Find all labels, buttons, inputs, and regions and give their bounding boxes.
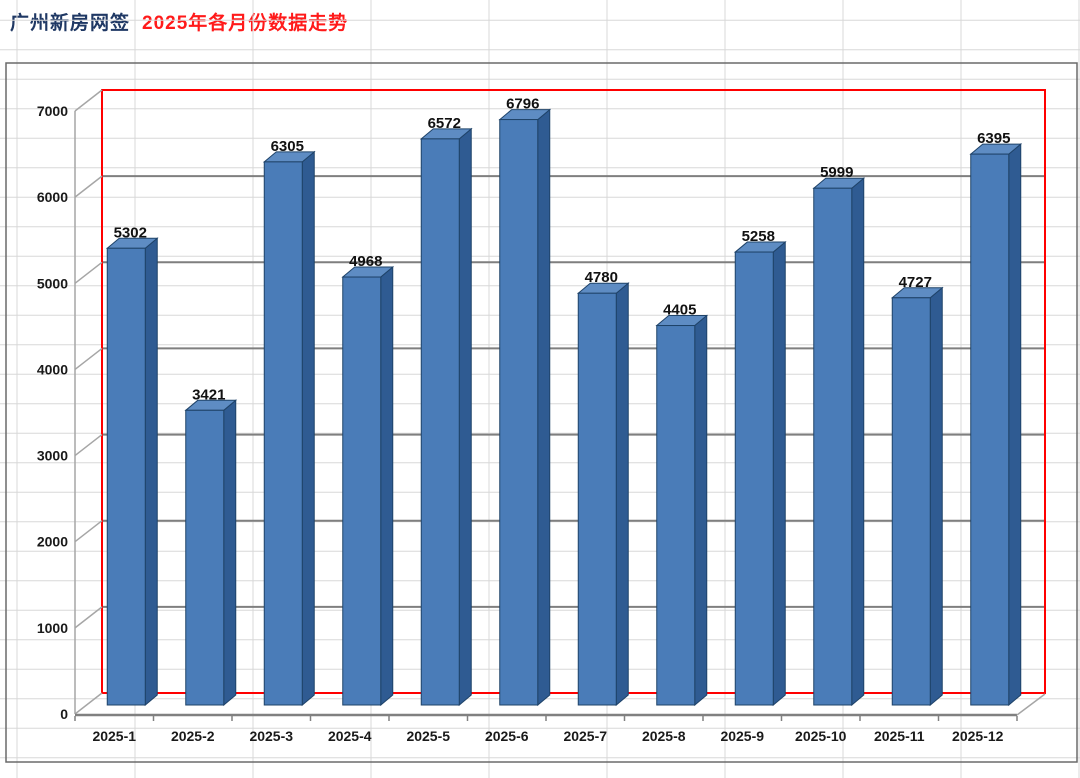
plot-area-border: [101, 89, 1046, 694]
x-axis-label: 2025-1: [92, 728, 136, 744]
y-axis-label: 5000: [37, 275, 68, 291]
bar: [891, 297, 931, 706]
chart-title-primary: 广州新房网签: [10, 13, 131, 34]
bar-side-face: [615, 282, 629, 707]
bar-value-label: 4780: [585, 269, 618, 286]
x-axis-label: 2025-4: [328, 728, 372, 744]
bar-side-face: [380, 265, 394, 707]
bar-side-face: [1008, 143, 1022, 707]
bar: [185, 409, 225, 706]
bar: [577, 292, 617, 706]
y-depth-tick: [74, 261, 103, 284]
x-axis-label: 2025-7: [563, 728, 607, 744]
bar: [656, 325, 696, 706]
x-axis-label: 2025-11: [874, 728, 925, 744]
bar-side-face: [694, 314, 708, 707]
x-axis-label: 2025-2: [171, 728, 215, 744]
bar-value-label: 6796: [506, 96, 539, 113]
x-axis-label: 2025-3: [249, 728, 293, 744]
bar: [499, 119, 539, 706]
bar-value-label: 6305: [271, 138, 304, 155]
y-depth-tick: [74, 89, 103, 112]
bar: [263, 161, 303, 706]
bar-value-label: 5999: [820, 164, 853, 181]
floor-right-diagonal: [1016, 693, 1046, 716]
bar: [813, 187, 853, 706]
bar: [106, 247, 146, 706]
y-axis-label: 3000: [37, 448, 68, 464]
x-axis-label: 2025-12: [952, 728, 1004, 744]
y-depth-tick: [74, 433, 103, 457]
bar-value-label: 5302: [114, 224, 147, 241]
x-axis-label: 2025-5: [406, 728, 450, 744]
y-depth-tick: [74, 520, 103, 543]
x-axis-label: 2025-8: [642, 728, 686, 744]
y-axis-label: 7000: [37, 103, 68, 119]
y-axis-label: 0: [60, 706, 68, 722]
x-axis-label: 2025-10: [795, 728, 847, 744]
bar-value-label: 5258: [742, 228, 775, 245]
y-depth-tick: [74, 175, 103, 198]
y-axis-label: 2000: [37, 534, 68, 550]
y-axis-label: 4000: [37, 361, 68, 377]
bar: [342, 276, 382, 706]
y-axis-label: 6000: [37, 189, 68, 205]
y-depth-tick: [74, 692, 103, 715]
bar-side-face: [301, 150, 315, 707]
bar-value-label: 6395: [977, 130, 1010, 147]
bar-value-label: 4405: [663, 302, 696, 319]
y-depth-tick: [74, 347, 103, 371]
bar-side-face: [772, 240, 786, 707]
bar-side-face: [929, 286, 943, 707]
bar-side-face: [144, 237, 158, 707]
page-title: 广州新房网签 2025年各月份数据走势: [10, 8, 348, 35]
bar-value-label: 4968: [349, 253, 382, 270]
y-axis-label: 1000: [37, 620, 68, 636]
bar-value-label: 4727: [899, 274, 932, 291]
bar-side-face: [223, 399, 237, 707]
bar: [970, 153, 1010, 706]
chart-frame: [5, 62, 1078, 763]
bar-value-label: 3421: [192, 386, 225, 403]
bar-value-label: 6572: [428, 115, 461, 132]
bar-side-face: [458, 127, 472, 707]
bar-side-face: [851, 177, 865, 707]
y-depth-tick: [74, 606, 103, 629]
bar: [420, 138, 460, 706]
x-axis-label: 2025-6: [485, 728, 529, 744]
x-axis-label: 2025-9: [720, 728, 764, 744]
bar: [734, 251, 774, 706]
bar-side-face: [537, 108, 551, 707]
chart-title-secondary: 2025年各月份数据走势: [142, 13, 349, 34]
